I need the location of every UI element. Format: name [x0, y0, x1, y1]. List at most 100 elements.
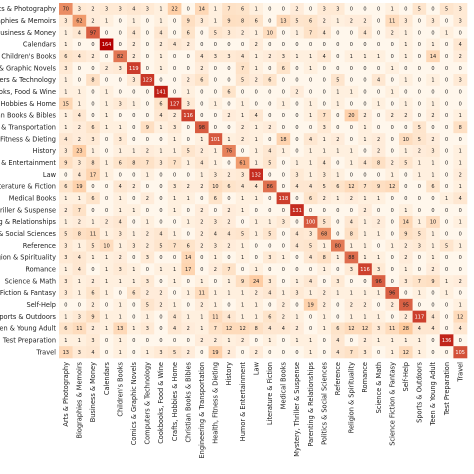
heatmap-cell — [439, 287, 454, 300]
heatmap-cell-value: 4 — [159, 113, 162, 119]
heatmap-cell-value: 1 — [255, 314, 258, 320]
heatmap-cell — [99, 38, 114, 51]
heatmap-cell-value: 0 — [309, 42, 312, 48]
column-tick-label: Travel — [456, 362, 464, 383]
heatmap-cell-value: 0 — [173, 19, 176, 25]
heatmap-cell — [439, 121, 454, 134]
heatmap-cell-value: 2 — [431, 137, 434, 143]
heatmap-cell — [344, 26, 359, 39]
heatmap-cell-value: 0 — [350, 208, 353, 214]
heatmap-cell-value: 9 — [404, 232, 407, 238]
heatmap-cell — [72, 168, 87, 181]
heatmap-cell — [167, 216, 182, 229]
heatmap-cell — [303, 216, 318, 229]
heatmap-cell — [222, 3, 237, 16]
heatmap-cell-value: 1 — [255, 220, 258, 226]
heatmap-cell — [235, 50, 250, 63]
heatmap-cell-value: 1 — [159, 267, 162, 273]
heatmap-cell-value: 0 — [323, 101, 326, 107]
heatmap-cell-value: 4 — [78, 267, 81, 273]
heatmap-cell-value: 4 — [91, 350, 94, 356]
heatmap-cell — [290, 287, 305, 300]
heatmap-cell-value: 2 — [105, 66, 108, 72]
heatmap-cell-value: 0 — [459, 291, 462, 297]
heatmap-cell-value: 12 — [348, 184, 354, 190]
heatmap-cell-value: 1 — [132, 279, 135, 285]
heatmap-cell-value: 0 — [418, 78, 421, 84]
heatmap-cell-value: 1 — [377, 54, 380, 60]
heatmap-cell-value: 3 — [64, 279, 67, 285]
heatmap-cell — [385, 50, 400, 63]
heatmap-cell-value: 0 — [227, 161, 230, 167]
heatmap-cell — [208, 168, 223, 181]
heatmap-cell — [235, 346, 250, 359]
heatmap-cell-value: 7 — [227, 267, 230, 273]
heatmap-cell — [290, 26, 305, 39]
heatmap-cell-value: 4 — [323, 161, 326, 167]
heatmap-cell — [127, 239, 141, 252]
heatmap-cell-value: 0 — [268, 303, 271, 309]
heatmap-cell-value: 3 — [119, 7, 122, 13]
heatmap-cell-value: 0 — [187, 137, 190, 143]
heatmap-cell — [86, 216, 101, 229]
heatmap-cell-value: 0 — [187, 208, 190, 214]
heatmap-cell — [344, 85, 359, 98]
heatmap-cell-value: 1 — [391, 66, 394, 72]
heatmap-cell-value: 5 — [295, 19, 298, 25]
heatmap-cell-value: 2 — [377, 220, 380, 226]
heatmap-cell-value: 0 — [173, 78, 176, 84]
heatmap-cell-value: 0 — [282, 161, 285, 167]
heatmap-cell-value: 1 — [363, 137, 366, 143]
heatmap-cell — [385, 97, 400, 110]
heatmap-cell — [317, 50, 332, 63]
heatmap-cell-value: 1 — [105, 314, 108, 320]
heatmap-cell — [208, 3, 223, 16]
heatmap-cell-value: 1 — [350, 314, 353, 320]
heatmap-cell-value: 68 — [321, 232, 327, 238]
heatmap-cell-value: 1 — [377, 101, 380, 107]
heatmap-cell — [113, 192, 128, 205]
heatmap-cell-value: 0 — [227, 303, 230, 309]
heatmap-cell-value: 0 — [119, 78, 122, 84]
heatmap-cell-value: 0 — [431, 338, 434, 344]
heatmap-cell — [249, 145, 264, 158]
heatmap-cell — [140, 192, 155, 205]
heatmap-cell-value: 1 — [431, 78, 434, 84]
heatmap-cell-value: 1 — [391, 243, 394, 249]
heatmap-cell-value: 9 — [377, 184, 380, 190]
heatmap-cell — [331, 239, 345, 252]
heatmap-cell — [439, 133, 454, 146]
heatmap-cell — [439, 109, 454, 122]
heatmap-cell-value: 4 — [268, 149, 271, 155]
heatmap-cell — [99, 121, 114, 134]
heatmap-cell — [140, 74, 155, 87]
heatmap-cell-value: 1 — [295, 161, 298, 167]
heatmap-cell — [290, 204, 305, 217]
heatmap-cell — [276, 38, 291, 51]
heatmap-cell-value: 4 — [173, 326, 176, 332]
heatmap-cell-value: 6 — [268, 78, 271, 84]
heatmap-cell — [358, 251, 373, 264]
heatmap-cell — [453, 310, 468, 323]
heatmap-cell — [208, 85, 223, 98]
heatmap-cell — [317, 322, 332, 335]
row-tick-label: Literature & Fiction — [0, 183, 56, 191]
heatmap-cell — [113, 50, 128, 63]
heatmap-cell-value: 4 — [173, 314, 176, 320]
heatmap-cell-value: 0 — [404, 184, 407, 190]
heatmap-cell — [222, 38, 237, 51]
heatmap-cell — [290, 298, 305, 311]
heatmap-cell-value: 0 — [241, 149, 244, 155]
heatmap-cell — [167, 322, 182, 335]
heatmap-cell-value: 1 — [404, 338, 407, 344]
heatmap-cell — [317, 109, 332, 122]
heatmap-cell-value: 0 — [146, 30, 149, 36]
row-tick-label: Cookbooks, Food & Wine — [0, 88, 56, 96]
heatmap-cell-value: 0 — [418, 19, 421, 25]
heatmap-cell-value: 0 — [309, 7, 312, 13]
heatmap-cell — [317, 38, 332, 51]
heatmap-cell — [290, 133, 305, 146]
heatmap-cell — [426, 310, 441, 323]
heatmap-cell-value: 1 — [309, 101, 312, 107]
heatmap-cell-value: 6 — [187, 243, 190, 249]
